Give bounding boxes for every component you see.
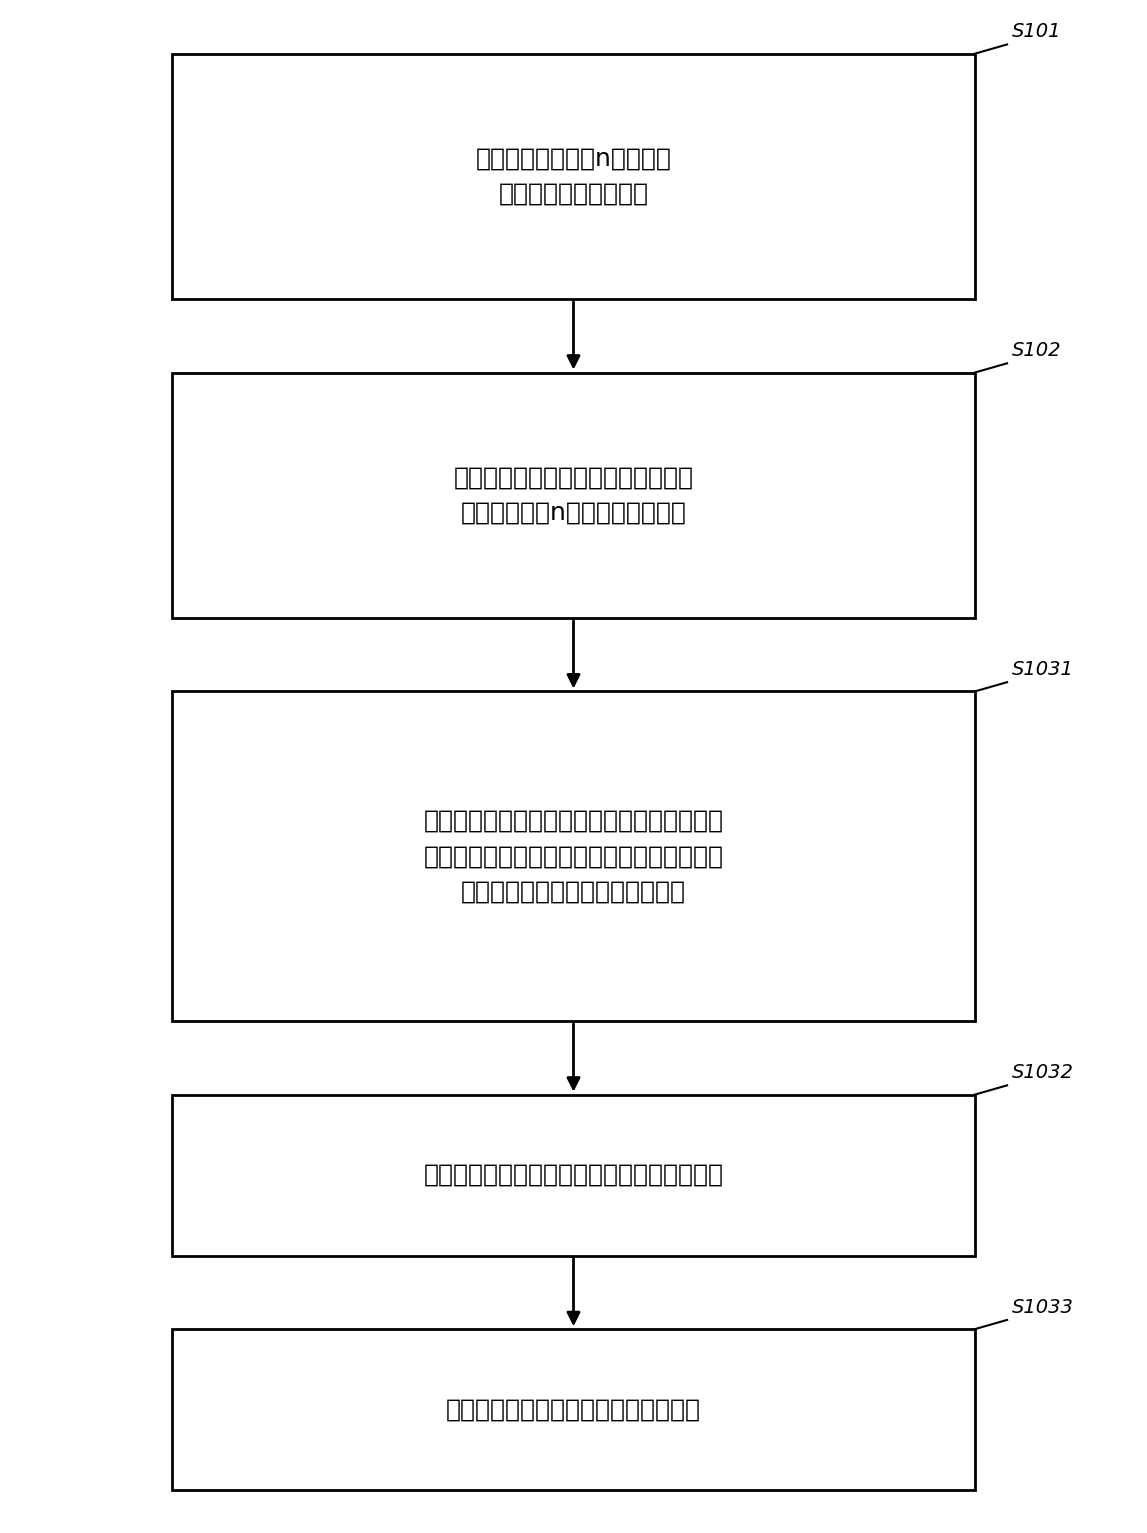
Text: S101: S101 (1012, 23, 1061, 41)
Bar (172, 373, 975, 618)
Text: S1033: S1033 (1012, 1298, 1074, 1317)
Text: 根据隐藏层的输出矩阵计算输出层权值: 根据隐藏层的输出矩阵计算输出层权值 (446, 1398, 701, 1421)
Text: 通过实际位置和理论位置做差处理，
得到机器人在n个采样点的误差值: 通过实际位置和理论位置做差处理， 得到机器人在n个采样点的误差值 (453, 466, 694, 524)
Bar (172, 691, 975, 1021)
Text: S102: S102 (1012, 342, 1061, 360)
Text: S1031: S1031 (1012, 661, 1074, 679)
Bar (172, 1095, 975, 1256)
Text: 分别获取机器人在n个采样点
的实际位置和理论位置: 分别获取机器人在n个采样点 的实际位置和理论位置 (476, 147, 671, 205)
Text: S1032: S1032 (1012, 1064, 1074, 1082)
Text: 以机器人的理论位置为极限学习机的输入层，
以机器人的实际位置为极限学习机的输出层，
计算极限学习机隐藏层的激活函数: 以机器人的理论位置为极限学习机的输入层， 以机器人的实际位置为极限学习机的输出层… (423, 809, 724, 903)
Text: 根据隐藏层的激活函数计算隐藏层的输出矩阵: 根据隐藏层的激活函数计算隐藏层的输出矩阵 (423, 1164, 724, 1187)
Bar (172, 1329, 975, 1490)
Bar (172, 54, 975, 299)
